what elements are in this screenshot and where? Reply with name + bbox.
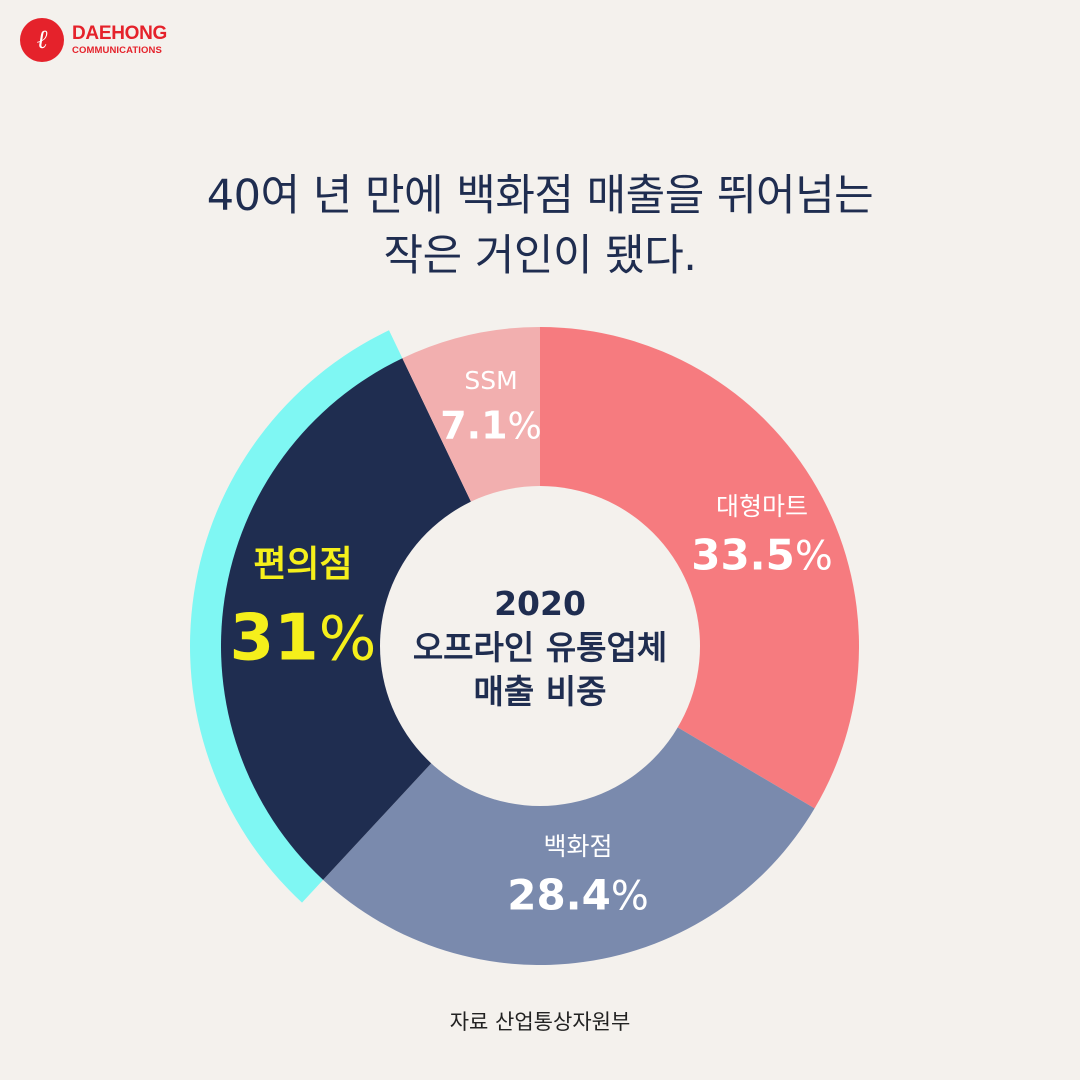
logo-name: DAEHONG xyxy=(72,23,168,45)
center-title-line: 매출 비중 xyxy=(474,672,607,711)
slice-2 xyxy=(323,646,815,966)
slice-3 xyxy=(220,358,540,880)
headline: 40여 년 만에 백화점 매출을 뛰어넘는 작은 거인이 됐다. xyxy=(0,166,1080,286)
donut-hole xyxy=(380,486,700,806)
center-title-line: 오프라인 유통업체 xyxy=(413,628,667,667)
headline-line-2: 작은 거인이 됐다. xyxy=(383,231,697,281)
logo-mark-icon: ℓ xyxy=(20,18,64,62)
source-note: 자료 산업통상자원부 xyxy=(449,1010,631,1034)
logo-sub: COMMUNICATIONS xyxy=(72,45,162,57)
slice-label: SSM xyxy=(464,366,517,395)
headline-line-1: 40여 년 만에 백화점 매출을 뛰어넘는 xyxy=(206,171,874,221)
slice-label: 편의점 xyxy=(253,544,352,585)
logo: ℓ DAEHONG COMMUNICATIONS xyxy=(20,18,167,62)
highlight-ring-group xyxy=(190,330,403,903)
highlight-ring xyxy=(190,330,403,903)
center-title-line: 2020 xyxy=(494,584,586,623)
slice-value-label: 31% xyxy=(230,601,377,675)
slice-value-label: 33.5% xyxy=(691,531,833,580)
slice-label: 대형마트 xyxy=(716,492,808,521)
slice-labels-group: 대형마트 33.5% 백화점 28.4% 편의점 31% SSM 7.1% xyxy=(230,366,833,920)
logo-text: DAEHONG COMMUNICATIONS xyxy=(72,24,167,56)
slice-value-label: 7.1% xyxy=(440,403,542,447)
slice-value-label: 28.4% xyxy=(507,871,649,920)
slice-label: 백화점 xyxy=(543,832,612,861)
